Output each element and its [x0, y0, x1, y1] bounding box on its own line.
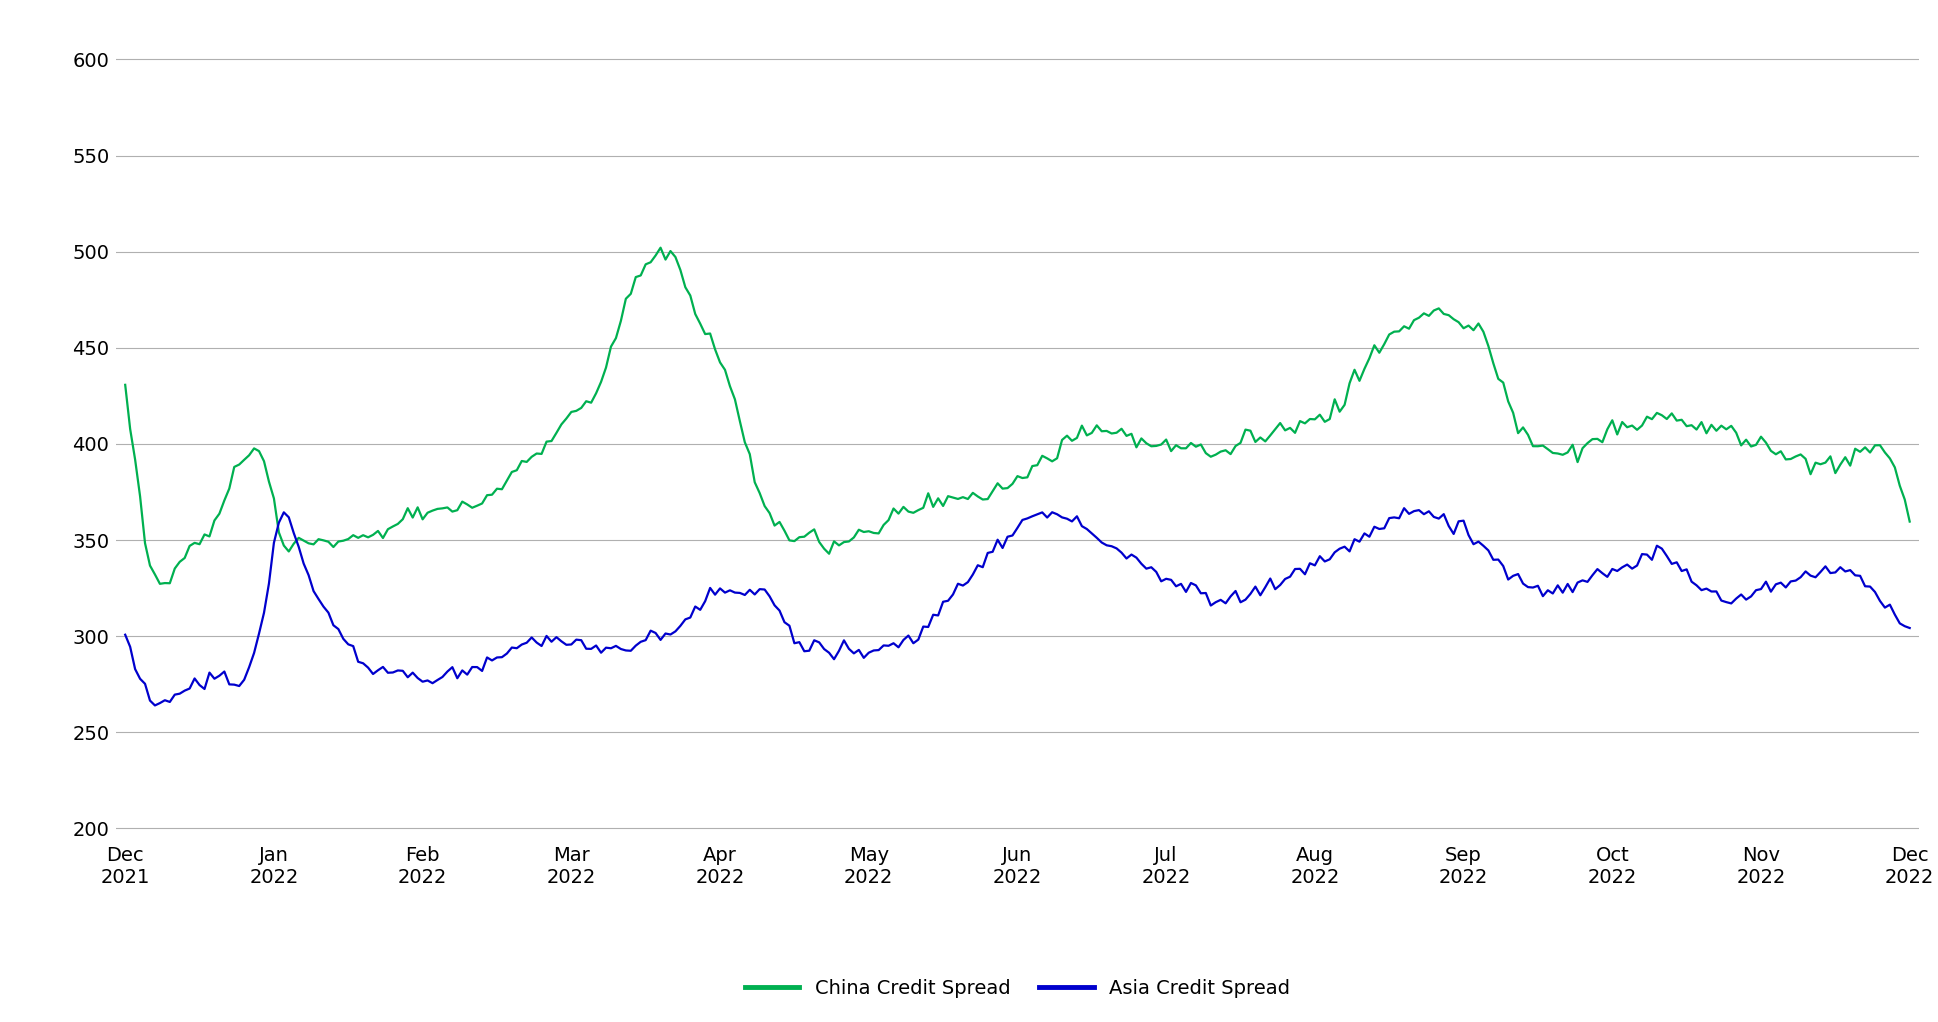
- Legend: China Credit Spread, Asia Credit Spread: China Credit Spread, Asia Credit Spread: [736, 971, 1298, 1006]
